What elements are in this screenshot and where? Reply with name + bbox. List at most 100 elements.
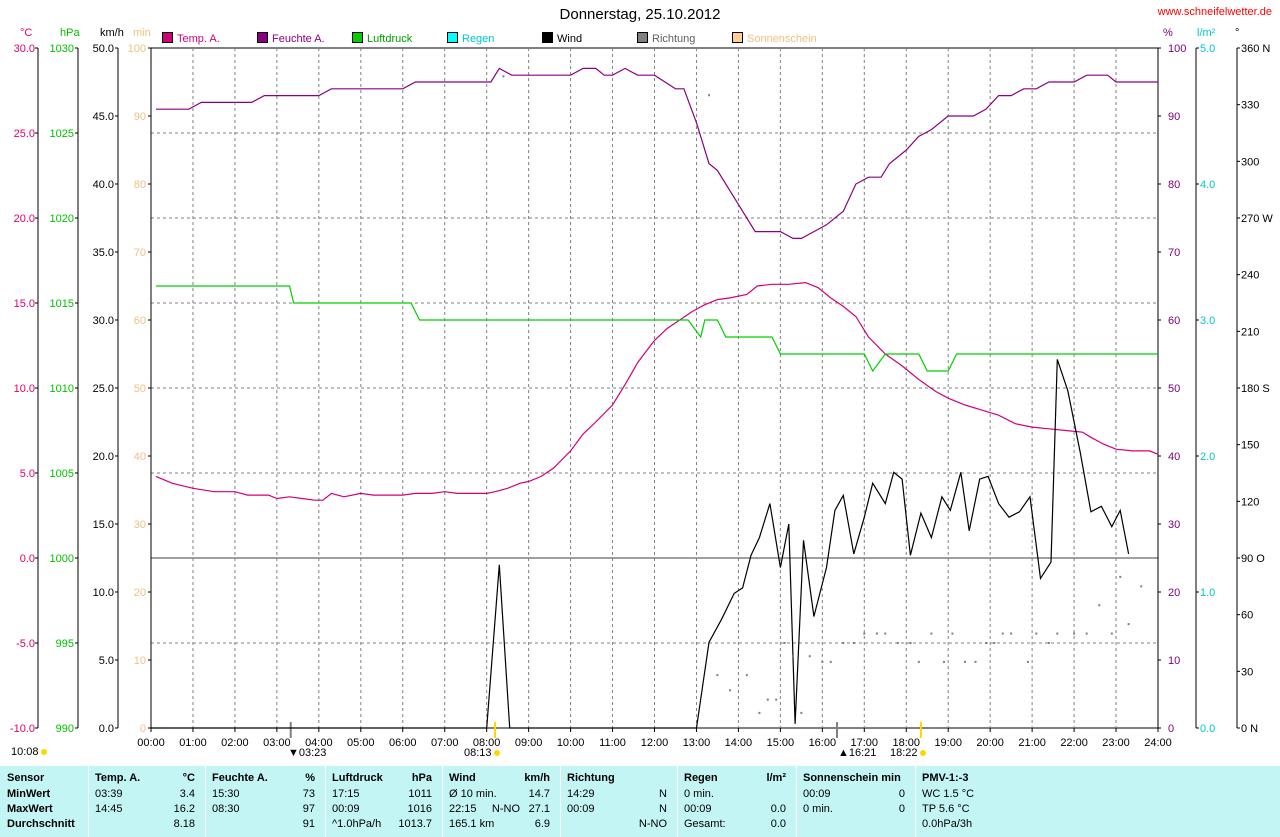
axis-dir-label: 30 xyxy=(1241,666,1253,678)
table-cell-time: Gesamt: xyxy=(684,818,726,830)
direction-point xyxy=(775,698,778,701)
table-separator xyxy=(205,766,206,837)
axis-dir-label: 210 xyxy=(1241,326,1259,338)
table-cell-time: ^1.0hPa/h xyxy=(332,818,382,830)
axis-temp-label: 5.0 xyxy=(20,468,35,480)
axis-hpa-label: 1005 xyxy=(50,468,74,480)
direction-point xyxy=(993,642,996,644)
table-row xyxy=(796,816,915,832)
table-cell-value: 14.7 xyxy=(528,788,550,800)
table-cell-value: 1016 xyxy=(407,803,432,815)
table-row: 0 min. xyxy=(677,786,796,802)
table-unit: km/h xyxy=(524,772,550,784)
time-label: 11:00 xyxy=(599,737,626,749)
direction-point xyxy=(791,655,794,658)
axis-min-label: 20 xyxy=(134,587,146,599)
time-label: 09:00 xyxy=(515,737,543,749)
table-col-pressure: Luftdruck hPa 17:15 1011 00:09 1016 ^1.0hPa/h 1… xyxy=(325,766,442,837)
legend-label: Regen xyxy=(462,33,495,45)
direction-point xyxy=(1035,632,1038,635)
table-row: 14:45 16.2 xyxy=(88,801,205,817)
time-label: 18:00 xyxy=(892,737,920,749)
table-separator xyxy=(325,766,326,837)
axis-kmh-label: 45.0 xyxy=(93,111,114,123)
table-row: 08:30 97 xyxy=(205,801,325,817)
axis-min-label: 30 xyxy=(134,519,146,531)
table-cell-time: 00:09 xyxy=(332,803,360,815)
axis-kmh-label: 10.0 xyxy=(93,587,114,599)
axis-min-label: 60 xyxy=(134,315,146,327)
time-label: 08:00 xyxy=(473,737,501,749)
direction-point xyxy=(909,642,912,644)
moonrise-time: ▲16:21 xyxy=(838,747,877,759)
legend-swatch xyxy=(257,32,268,43)
table-row: Luftdruck hPa xyxy=(325,770,442,786)
table-row: Wind km/h xyxy=(442,770,560,786)
table-row: 00:09 0.0 xyxy=(677,801,796,817)
table-row: 00:09 N xyxy=(560,801,677,817)
table-separator xyxy=(915,766,916,837)
table-cell-value: N xyxy=(659,788,667,800)
legend-label: Richtung xyxy=(652,33,696,45)
direction-point xyxy=(863,632,866,635)
table-cell-time: 14:45 xyxy=(95,803,123,815)
axis-dir-label: 330 xyxy=(1241,100,1259,112)
table-cell-value: 8.18 xyxy=(173,818,195,830)
table-row: 0 min. 0 xyxy=(796,801,915,817)
axis-min-label: 70 xyxy=(134,247,146,259)
legend-item: Feuchte A. xyxy=(257,32,325,45)
table-cell-time: 00:09 xyxy=(567,803,595,815)
axis-min-label: 50 xyxy=(134,383,146,395)
axis-dir-label: 300 xyxy=(1241,156,1259,168)
table-separator xyxy=(88,766,89,837)
table-cell-time: 0 min. xyxy=(684,788,714,800)
table-cell-value: 0 xyxy=(898,803,905,815)
table-col-pmv: PMV-1:-3 WC 1.5 °C TP 5.6 °C 0.0hPa/3h xyxy=(915,766,1035,837)
direction-point xyxy=(842,642,845,644)
table-unit: % xyxy=(305,772,315,784)
axis-pct-label: 40 xyxy=(1168,451,1180,463)
table-cell-time: Ø 10 min. xyxy=(449,788,497,800)
time-label: 13:00 xyxy=(683,737,711,749)
axis-kmh-label: 15.0 xyxy=(93,519,114,531)
direction-point xyxy=(1026,660,1029,663)
axis-pct-label: 100 xyxy=(1168,43,1186,55)
axis-min-label: 100 xyxy=(128,43,146,55)
table-cell-value: 0.0 xyxy=(770,818,786,830)
axis-dir-label: 120 xyxy=(1241,496,1259,508)
table-col-sunshine: Sonnenschein min 00:09 0 0 min. 0 xyxy=(796,766,915,837)
direction-point xyxy=(951,632,954,635)
axis-kmh-label: 5.0 xyxy=(99,655,114,667)
table-row: Richtung xyxy=(560,770,677,786)
direction-point xyxy=(917,660,920,663)
table-col-temp: Temp. A. °C 03:39 3.4 14:45 16.2 8.18 xyxy=(88,766,205,837)
table-row: Feuchte A.% xyxy=(205,770,325,786)
direction-point xyxy=(766,698,769,701)
axis-min-label: 90 xyxy=(134,111,146,123)
axis-min-label: 0 xyxy=(140,723,146,735)
table-cell-time: 14:29 xyxy=(567,788,595,800)
table-cell-value: 1011 xyxy=(408,788,432,800)
axis-kmh-label: 40.0 xyxy=(93,179,114,191)
axis-temp-label: -10.0 xyxy=(10,723,35,735)
table-cell-value: 16.2 xyxy=(173,803,195,815)
sun-duration: 10:08 xyxy=(11,746,47,758)
legend-swatch xyxy=(542,32,553,43)
axis-rain-label: 3.0 xyxy=(1200,315,1215,327)
legend-item: Temp. A. xyxy=(162,32,220,45)
table-cell-time: 0.0hPa/3h xyxy=(922,818,973,830)
axis-temp-label: 0.0 xyxy=(20,553,35,565)
legend-item: Richtung xyxy=(637,32,695,45)
table-row: 17:15 1011 xyxy=(325,786,442,802)
table-unit: hPa xyxy=(411,772,432,784)
direction-point xyxy=(943,660,946,663)
axis-dir-label: 90 O xyxy=(1241,553,1265,565)
table-cell-value: 27.1 xyxy=(528,803,550,815)
table-row: WC 1.5 °C xyxy=(915,786,1035,802)
axis-rain-label: 1.0 xyxy=(1200,587,1215,599)
pressure-line xyxy=(156,285,1158,373)
direction-point xyxy=(974,660,977,663)
table-header: Sonnenschein min xyxy=(803,772,901,784)
time-label: 17:00 xyxy=(851,737,879,749)
site-link[interactable]: www.schneifelwetter.de xyxy=(1157,6,1272,18)
